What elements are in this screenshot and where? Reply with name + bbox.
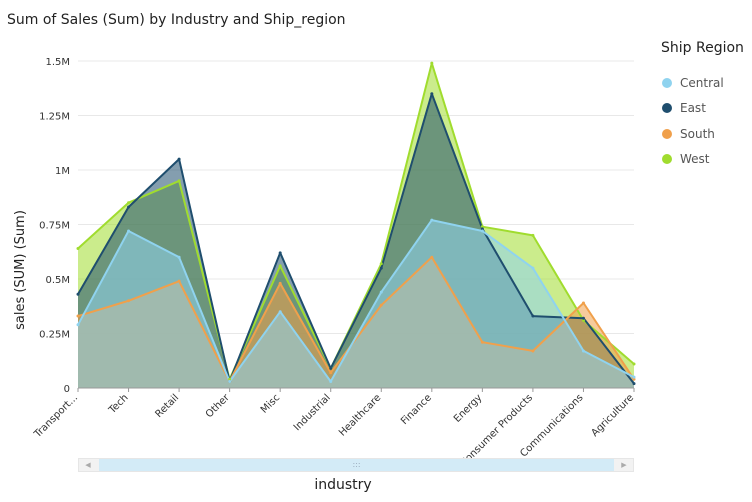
legend-title: Ship Region bbox=[661, 40, 744, 56]
data-point-west[interactable] bbox=[480, 225, 484, 229]
data-point-east[interactable] bbox=[177, 157, 181, 161]
legend-swatch bbox=[662, 77, 672, 88]
x-tick-label: Energy bbox=[452, 392, 485, 425]
data-point-west[interactable] bbox=[177, 179, 181, 183]
data-point-central[interactable] bbox=[430, 218, 434, 222]
data-point-west[interactable] bbox=[430, 61, 434, 65]
data-point-east[interactable] bbox=[379, 266, 383, 270]
data-point-central[interactable] bbox=[278, 310, 282, 314]
data-point-south[interactable] bbox=[632, 377, 636, 381]
x-tick-label: Healthcare bbox=[337, 392, 383, 438]
data-point-east[interactable] bbox=[76, 292, 80, 296]
x-tick-label: Retail bbox=[153, 392, 181, 420]
y-tick-label: 0.25M bbox=[39, 330, 70, 341]
y-tick-label: 0.5M bbox=[45, 275, 70, 286]
data-point-central[interactable] bbox=[581, 349, 585, 353]
y-axis-ticks: 0 0.25M 0.5M 0.75M 1M 1.25M 1.5M bbox=[39, 57, 70, 395]
series-line-east bbox=[77, 92, 635, 385]
legend-item-west[interactable]: West bbox=[661, 147, 744, 173]
data-point-west[interactable] bbox=[228, 377, 232, 381]
series-areas bbox=[78, 63, 634, 388]
data-point-central[interactable] bbox=[632, 375, 636, 379]
data-point-south[interactable] bbox=[531, 349, 535, 353]
y-axis-label: sales (SUM) (Sum) bbox=[13, 210, 28, 330]
legend-label: East bbox=[680, 101, 706, 116]
data-point-south[interactable] bbox=[329, 371, 333, 375]
series-line-south bbox=[77, 256, 635, 383]
legend-swatch bbox=[662, 154, 672, 165]
data-point-east[interactable] bbox=[632, 382, 636, 386]
scroll-right-icon[interactable]: ▶ bbox=[621, 461, 627, 469]
x-tick-label: Misc bbox=[259, 392, 282, 415]
x-tick-label: Agriculture bbox=[589, 392, 636, 439]
legend-item-east[interactable]: East bbox=[661, 96, 744, 122]
legend-swatch bbox=[662, 103, 672, 114]
data-point-south[interactable] bbox=[177, 279, 181, 283]
data-point-central[interactable] bbox=[531, 266, 535, 270]
scroll-left-icon[interactable]: ◀ bbox=[85, 461, 91, 469]
data-point-central[interactable] bbox=[177, 255, 181, 259]
legend-swatch bbox=[662, 128, 672, 139]
x-tick-label: Industrial bbox=[292, 392, 333, 433]
data-point-central[interactable] bbox=[228, 379, 232, 383]
series-lines bbox=[77, 62, 635, 385]
data-point-east[interactable] bbox=[329, 366, 333, 370]
y-tick-label: 0 bbox=[64, 384, 70, 395]
data-point-west[interactable] bbox=[379, 262, 383, 266]
data-point-south[interactable] bbox=[76, 314, 80, 318]
data-point-south[interactable] bbox=[278, 281, 282, 285]
data-point-east[interactable] bbox=[278, 251, 282, 255]
data-point-west[interactable] bbox=[581, 318, 585, 322]
data-point-central[interactable] bbox=[379, 290, 383, 294]
legend-item-south[interactable]: South bbox=[661, 121, 744, 147]
legend-label: West bbox=[680, 152, 710, 167]
data-point-west[interactable] bbox=[127, 201, 131, 205]
y-tick-label: 1.25M bbox=[39, 112, 70, 123]
data-point-south[interactable] bbox=[430, 255, 434, 259]
data-point-central[interactable] bbox=[127, 229, 131, 233]
data-point-west[interactable] bbox=[76, 246, 80, 250]
chart-title: Sum of Sales (Sum) by Industry and Ship_… bbox=[7, 12, 346, 28]
series-points bbox=[76, 61, 636, 386]
data-point-east[interactable] bbox=[581, 316, 585, 320]
series-line-central bbox=[77, 219, 635, 383]
legend-label: Central bbox=[680, 75, 724, 90]
data-point-central[interactable] bbox=[480, 229, 484, 233]
y-tick-label: 1M bbox=[55, 166, 70, 177]
data-point-east[interactable] bbox=[430, 92, 434, 96]
x-axis-ticks: Transport... Tech Retail Other Misc Industria… bbox=[32, 388, 636, 469]
y-tick-label: 0.75M bbox=[39, 221, 70, 232]
legend-label: South bbox=[680, 126, 715, 141]
data-point-east[interactable] bbox=[480, 227, 484, 231]
legend: Ship Region Central East South West bbox=[661, 40, 744, 172]
x-tick-label: Other bbox=[204, 392, 232, 420]
data-point-south[interactable] bbox=[379, 303, 383, 307]
data-point-west[interactable] bbox=[632, 362, 636, 366]
data-point-east[interactable] bbox=[531, 314, 535, 318]
data-point-south[interactable] bbox=[581, 301, 585, 305]
scroll-thumb[interactable]: ::: bbox=[99, 459, 614, 471]
data-point-central[interactable] bbox=[76, 323, 80, 327]
x-axis-label: industry bbox=[314, 477, 372, 493]
data-point-west[interactable] bbox=[278, 264, 282, 268]
y-tick-label: 1.5M bbox=[45, 57, 70, 68]
series-area-central bbox=[78, 220, 634, 388]
data-point-south[interactable] bbox=[480, 340, 484, 344]
data-point-west[interactable] bbox=[531, 233, 535, 237]
x-tick-label: Finance bbox=[399, 392, 434, 427]
x-tick-label: Tech bbox=[106, 392, 130, 416]
x-tick-label: Transport... bbox=[32, 392, 80, 440]
data-point-central[interactable] bbox=[329, 379, 333, 383]
legend-item-central[interactable]: Central bbox=[661, 70, 744, 96]
horizontal-scrollbar[interactable]: ◀ ::: ▶ bbox=[78, 458, 634, 472]
data-point-east[interactable] bbox=[127, 205, 131, 209]
data-point-south[interactable] bbox=[127, 299, 131, 303]
